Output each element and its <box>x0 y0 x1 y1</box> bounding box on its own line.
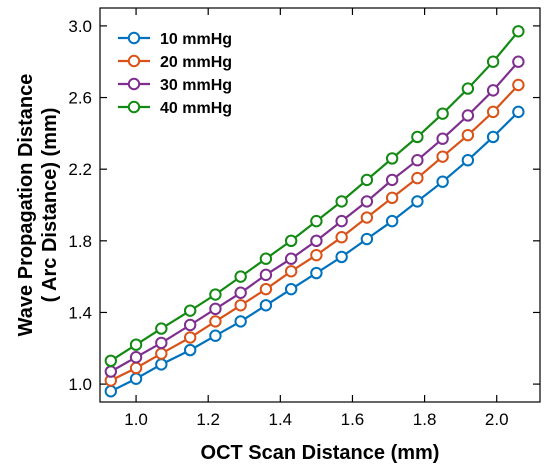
data-point <box>284 252 298 265</box>
data-point <box>234 270 247 283</box>
x-tick-label: 1.8 <box>413 410 437 429</box>
data-point <box>209 329 222 342</box>
data-point <box>512 105 525 119</box>
data-point <box>259 299 273 312</box>
data-point <box>183 343 197 357</box>
x-tick-label: 1.0 <box>124 410 148 429</box>
data-point <box>234 299 247 312</box>
y-tick-label: 1.8 <box>68 232 92 251</box>
data-point <box>234 315 247 328</box>
data-point <box>104 354 118 368</box>
data-point <box>284 234 298 248</box>
y-tick-label: 3.0 <box>68 17 92 36</box>
data-point <box>385 173 399 187</box>
data-point <box>284 282 298 296</box>
y-tick-label: 1.0 <box>68 375 92 394</box>
x-tick-label: 2.0 <box>485 410 509 429</box>
data-point <box>129 338 143 351</box>
data-point <box>310 266 323 280</box>
data-point <box>486 105 500 119</box>
data-point <box>385 214 399 228</box>
legend-marker <box>127 100 141 114</box>
y-tick-label: 2.6 <box>68 89 92 108</box>
data-point <box>104 365 118 378</box>
data-point <box>259 268 273 282</box>
data-point <box>411 195 424 208</box>
data-point <box>155 358 168 371</box>
legend-marker <box>127 77 141 91</box>
x-tick-label: 1.6 <box>341 410 365 429</box>
x-tick-label: 1.4 <box>269 410 293 429</box>
data-point <box>183 318 197 332</box>
legend-label: 40 mmHg <box>160 100 232 117</box>
data-point <box>512 25 525 38</box>
y-axis-title-line-2: ( Arc Distance) (mm) <box>39 108 61 303</box>
data-point <box>360 211 374 224</box>
data-point <box>155 347 168 360</box>
data-point <box>360 232 374 246</box>
legend-label: 20 mmHg <box>160 54 232 71</box>
x-tick-label: 1.2 <box>196 410 220 429</box>
data-point <box>209 302 222 316</box>
legend: 10 mmHg 20 mmHg 30 mmHg 40 mmHg <box>118 31 232 117</box>
y-tick-label: 1.4 <box>68 303 92 322</box>
data-point <box>209 288 222 301</box>
data-point <box>512 55 525 68</box>
data-point <box>512 78 525 92</box>
y-axis-title-line-1: Wave Propagation Distance <box>15 74 37 337</box>
data-point <box>259 252 273 265</box>
data-point <box>461 82 475 95</box>
data-point <box>385 191 399 205</box>
data-point <box>436 132 449 145</box>
data-point <box>209 315 222 328</box>
data-point <box>259 282 273 296</box>
data-point <box>129 351 143 364</box>
data-point <box>411 154 424 167</box>
plot-frame <box>99 7 541 403</box>
y-tick-label: 2.2 <box>68 160 92 179</box>
data-point <box>486 55 500 68</box>
legend-marker <box>127 54 141 68</box>
data-point <box>335 195 348 208</box>
legend-label: 10 mmHg <box>160 31 232 48</box>
data-point <box>234 286 247 299</box>
data-point <box>335 231 348 244</box>
legend-label: 30 mmHg <box>160 77 232 94</box>
data-point <box>436 175 449 188</box>
data-point <box>360 173 374 187</box>
data-point <box>183 331 197 344</box>
data-point <box>129 361 143 375</box>
x-axis-title: OCT Scan Distance (mm) <box>201 442 440 464</box>
data-point <box>183 304 197 317</box>
data-point <box>461 154 475 167</box>
data-point <box>385 152 399 165</box>
data-point <box>310 214 323 228</box>
data-point <box>104 385 118 398</box>
plot-area: 1.0 1.2 1.4 1.6 1.8 2.0 1.0 1.4 1.8 2.2 2.6 3.0 <box>68 7 541 429</box>
legend-marker <box>127 31 141 45</box>
data-point <box>155 322 168 335</box>
data-point <box>411 130 424 144</box>
data-point <box>461 128 475 142</box>
data-point <box>284 265 298 278</box>
data-point <box>360 195 374 208</box>
data-point <box>486 84 500 97</box>
data-point <box>155 336 168 350</box>
data-point <box>436 107 449 120</box>
data-point <box>335 250 348 264</box>
data-point <box>411 171 424 185</box>
data-point <box>310 234 323 248</box>
data-point <box>335 214 348 228</box>
data-point <box>436 150 449 163</box>
data-point <box>486 130 500 144</box>
data-point <box>461 109 475 122</box>
data-point <box>310 248 323 262</box>
data-point <box>129 372 143 385</box>
